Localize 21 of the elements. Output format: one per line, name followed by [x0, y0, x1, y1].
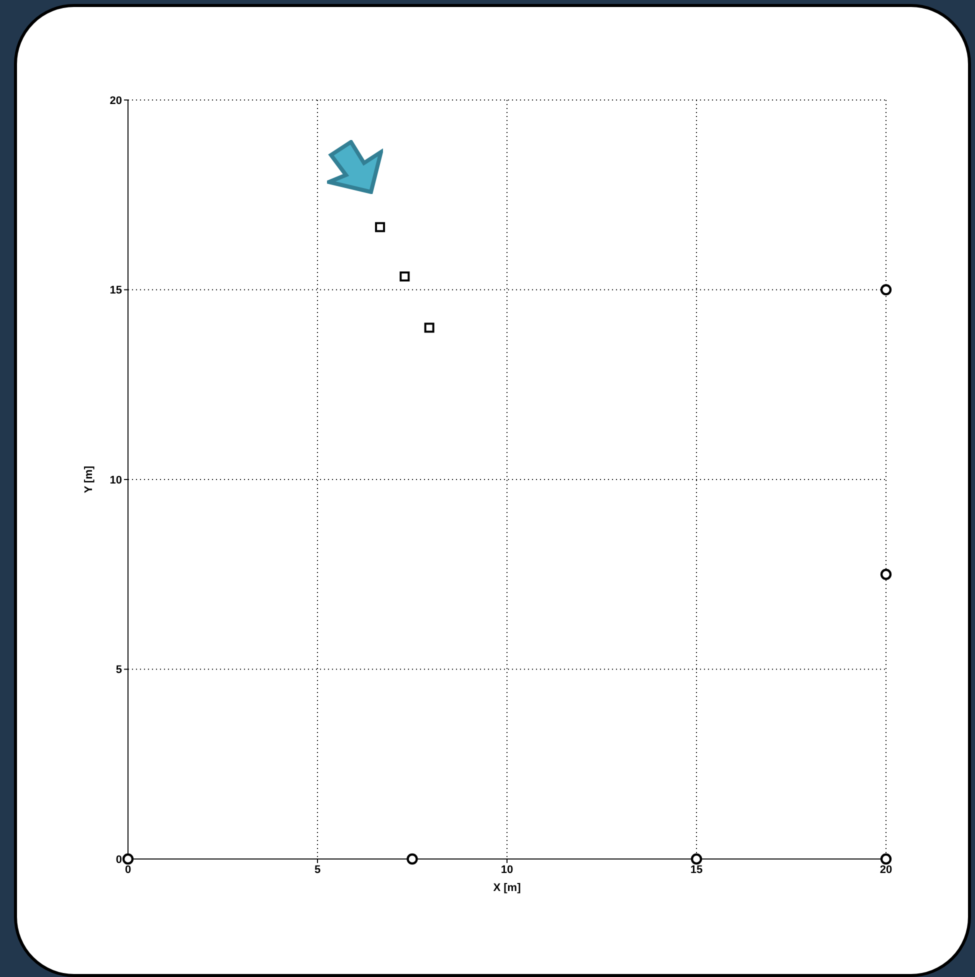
- y-tick-label: 0: [116, 854, 122, 866]
- point: [375, 222, 386, 232]
- point: [424, 322, 434, 333]
- y-tick-label: 20: [110, 94, 122, 107]
- point: [880, 853, 892, 865]
- point: [122, 853, 134, 865]
- y-tick-label: 15: [110, 284, 122, 297]
- point: [690, 853, 702, 865]
- x-tick-label: 5: [314, 864, 321, 876]
- x-tick-label: 0: [124, 864, 132, 876]
- x-tick-label: 10: [500, 864, 514, 876]
- y-axis-title: Y [m]: [82, 466, 95, 494]
- point: [880, 568, 892, 580]
- y-tick-label: 10: [110, 474, 122, 486]
- x-tick-label: 15: [690, 864, 703, 876]
- point: [400, 271, 410, 282]
- x-tick-label: 20: [880, 864, 892, 876]
- point: [880, 284, 892, 296]
- y-tick-label: 5: [116, 664, 122, 676]
- point: [406, 853, 418, 865]
- x-axis-title: X [m]: [493, 882, 522, 894]
